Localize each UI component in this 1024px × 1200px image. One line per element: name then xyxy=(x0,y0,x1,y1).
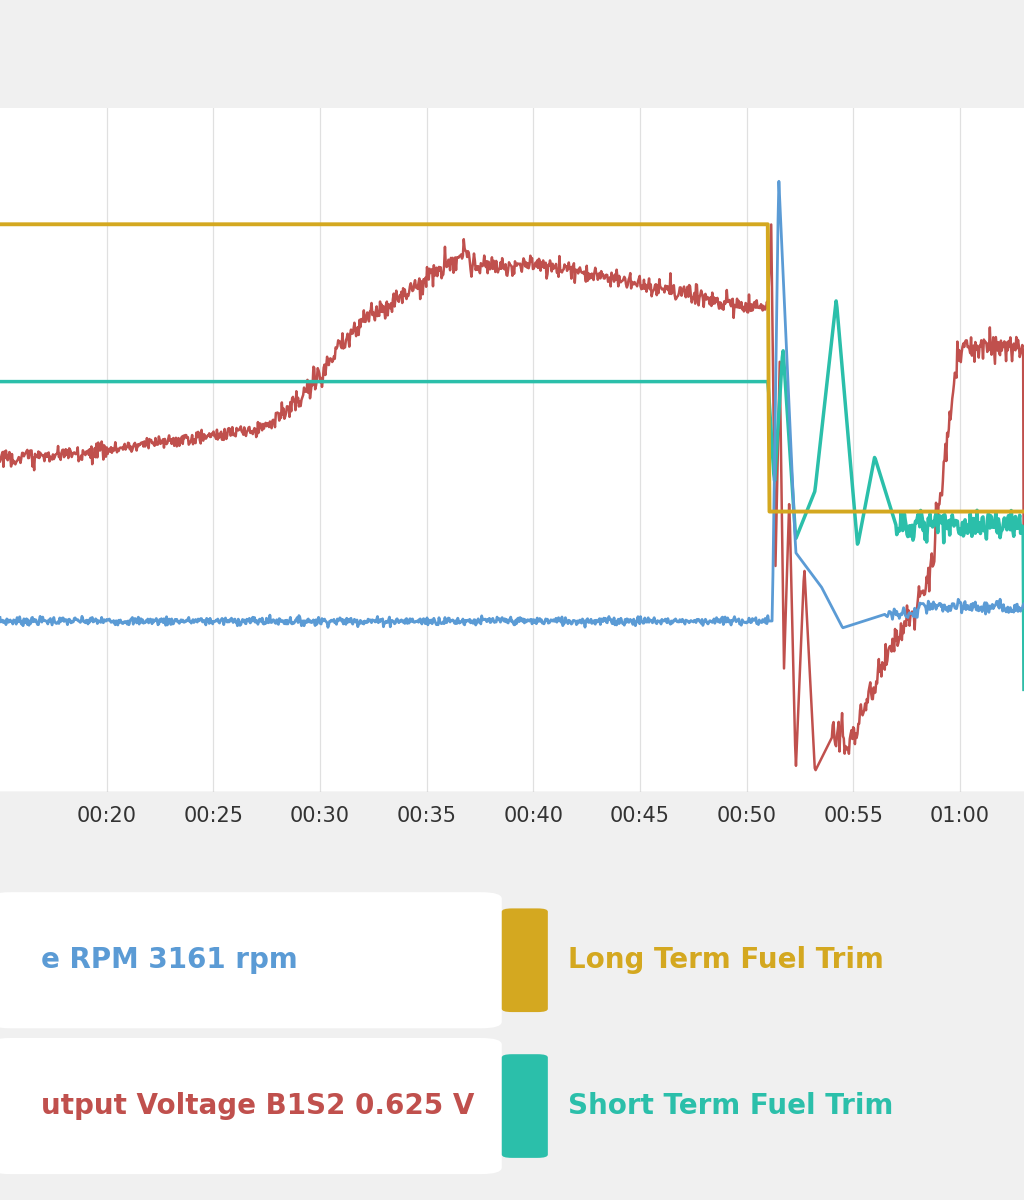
FancyBboxPatch shape xyxy=(0,1038,502,1174)
FancyBboxPatch shape xyxy=(502,908,548,1012)
Text: utput Voltage B1S2 0.625 V: utput Voltage B1S2 0.625 V xyxy=(41,1092,474,1120)
Text: e RPM 3161 rpm: e RPM 3161 rpm xyxy=(41,947,298,974)
FancyBboxPatch shape xyxy=(502,1054,548,1158)
Text: Short Term Fuel Trim: Short Term Fuel Trim xyxy=(568,1092,894,1120)
FancyBboxPatch shape xyxy=(0,893,502,1028)
Text: Long Term Fuel Trim: Long Term Fuel Trim xyxy=(568,947,884,974)
